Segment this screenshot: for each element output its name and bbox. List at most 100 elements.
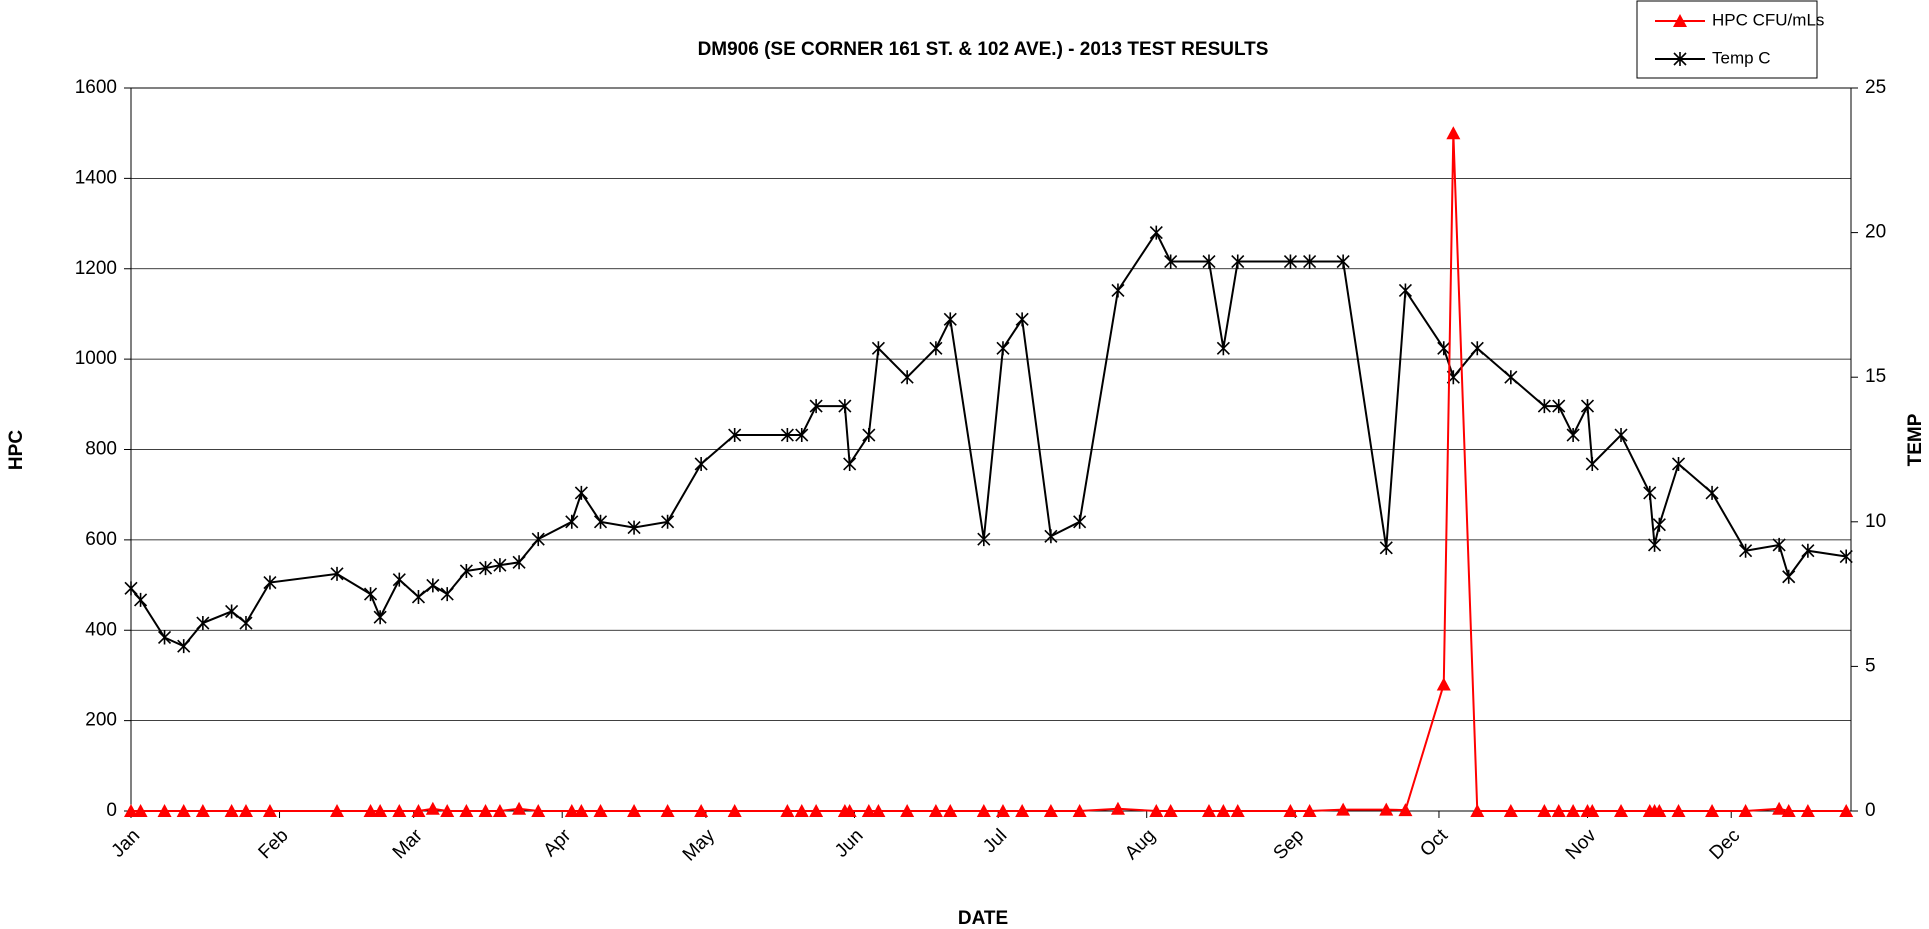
marker: [1839, 804, 1854, 817]
marker: [661, 514, 675, 529]
marker: [239, 616, 253, 631]
marker: [1643, 485, 1657, 500]
marker: [1379, 802, 1394, 816]
marker: [440, 587, 454, 602]
marker: [512, 555, 526, 570]
marker: [1671, 804, 1686, 817]
marker: [1552, 399, 1566, 414]
marker: [900, 804, 915, 817]
marker: [157, 804, 172, 817]
marker: [1437, 341, 1451, 356]
marker: [1566, 804, 1581, 817]
marker: [780, 804, 795, 817]
marker: [1336, 802, 1351, 816]
marker: [1781, 804, 1796, 817]
marker: [900, 370, 914, 385]
marker: [531, 532, 545, 547]
x-tick-label: Sep: [1270, 825, 1309, 864]
marker: [1772, 801, 1787, 815]
marker: [1470, 804, 1485, 817]
marker: [225, 604, 239, 619]
marker: [1398, 283, 1412, 298]
y-tick-label: 400: [85, 619, 117, 640]
marker: [363, 587, 378, 602]
marker: [843, 456, 857, 471]
marker: [1652, 804, 1667, 817]
marker: [1446, 126, 1461, 140]
marker: [928, 804, 943, 817]
marker: [1149, 225, 1163, 240]
series-line: [130, 230, 1847, 648]
marker: [1614, 428, 1628, 443]
marker: [1015, 312, 1029, 327]
legend-label: HPC CFU/mLs: [1712, 10, 1824, 29]
x-tick-label: Feb: [255, 825, 293, 863]
marker: [478, 804, 493, 817]
marker: [1673, 14, 1687, 27]
marker: [512, 801, 527, 815]
marker: [1072, 804, 1087, 817]
marker: [363, 804, 378, 817]
marker: [1585, 456, 1599, 471]
marker: [330, 804, 345, 817]
marker: [794, 804, 809, 817]
series-line: [131, 133, 1847, 812]
marker: [157, 630, 172, 645]
marker: [373, 610, 387, 625]
marker: [694, 456, 708, 471]
marker: [809, 399, 823, 414]
marker: [1801, 543, 1815, 558]
legend-label: Temp C: [1712, 48, 1771, 67]
marker: [1202, 254, 1216, 269]
marker: [574, 485, 588, 500]
marker: [1585, 804, 1600, 817]
marker: [1705, 485, 1719, 500]
marker: [1673, 52, 1687, 66]
marker: [627, 804, 642, 817]
marker: [995, 804, 1010, 817]
marker: [1537, 399, 1551, 414]
marker: [224, 804, 239, 817]
chart-title: DM906 (SE CORNER 161 ST. & 102 AVE.) - 2…: [698, 39, 1269, 60]
marker: [133, 804, 148, 817]
marker: [1283, 804, 1298, 817]
marker: [459, 563, 473, 578]
marker: [1398, 803, 1413, 817]
marker: [795, 428, 809, 443]
marker: [1705, 804, 1720, 817]
marker: [976, 804, 991, 817]
y2-axis-label: TEMP: [1905, 413, 1926, 466]
marker: [1231, 254, 1245, 269]
x-tick-label: Oct: [1416, 825, 1452, 861]
marker: [263, 575, 277, 590]
marker: [1566, 428, 1580, 443]
x-tick-label: Apr: [540, 825, 576, 861]
x-tick-label: Jul: [979, 825, 1011, 857]
legend-box: [1636, 0, 1818, 79]
marker: [1164, 254, 1178, 269]
marker: [1302, 804, 1317, 817]
y-tick-label: 0: [106, 800, 117, 821]
marker: [411, 804, 426, 817]
x-tick-label: Jan: [108, 825, 145, 862]
marker: [426, 578, 440, 593]
marker: [929, 341, 943, 356]
marker: [809, 804, 824, 817]
marker: [124, 581, 138, 596]
marker: [531, 804, 546, 817]
x-tick-label: May: [679, 825, 720, 866]
marker: [176, 804, 191, 817]
y2-tick-label: 0: [1865, 800, 1876, 821]
marker: [392, 572, 406, 587]
marker: [492, 804, 507, 817]
y-axis-label: HPC: [6, 430, 27, 470]
marker: [660, 804, 675, 817]
marker: [1230, 804, 1245, 817]
marker: [478, 561, 493, 576]
y-tick-label: 200: [85, 710, 117, 731]
marker: [574, 804, 589, 817]
marker: [1216, 804, 1231, 817]
marker: [459, 804, 474, 817]
marker: [1283, 254, 1298, 269]
